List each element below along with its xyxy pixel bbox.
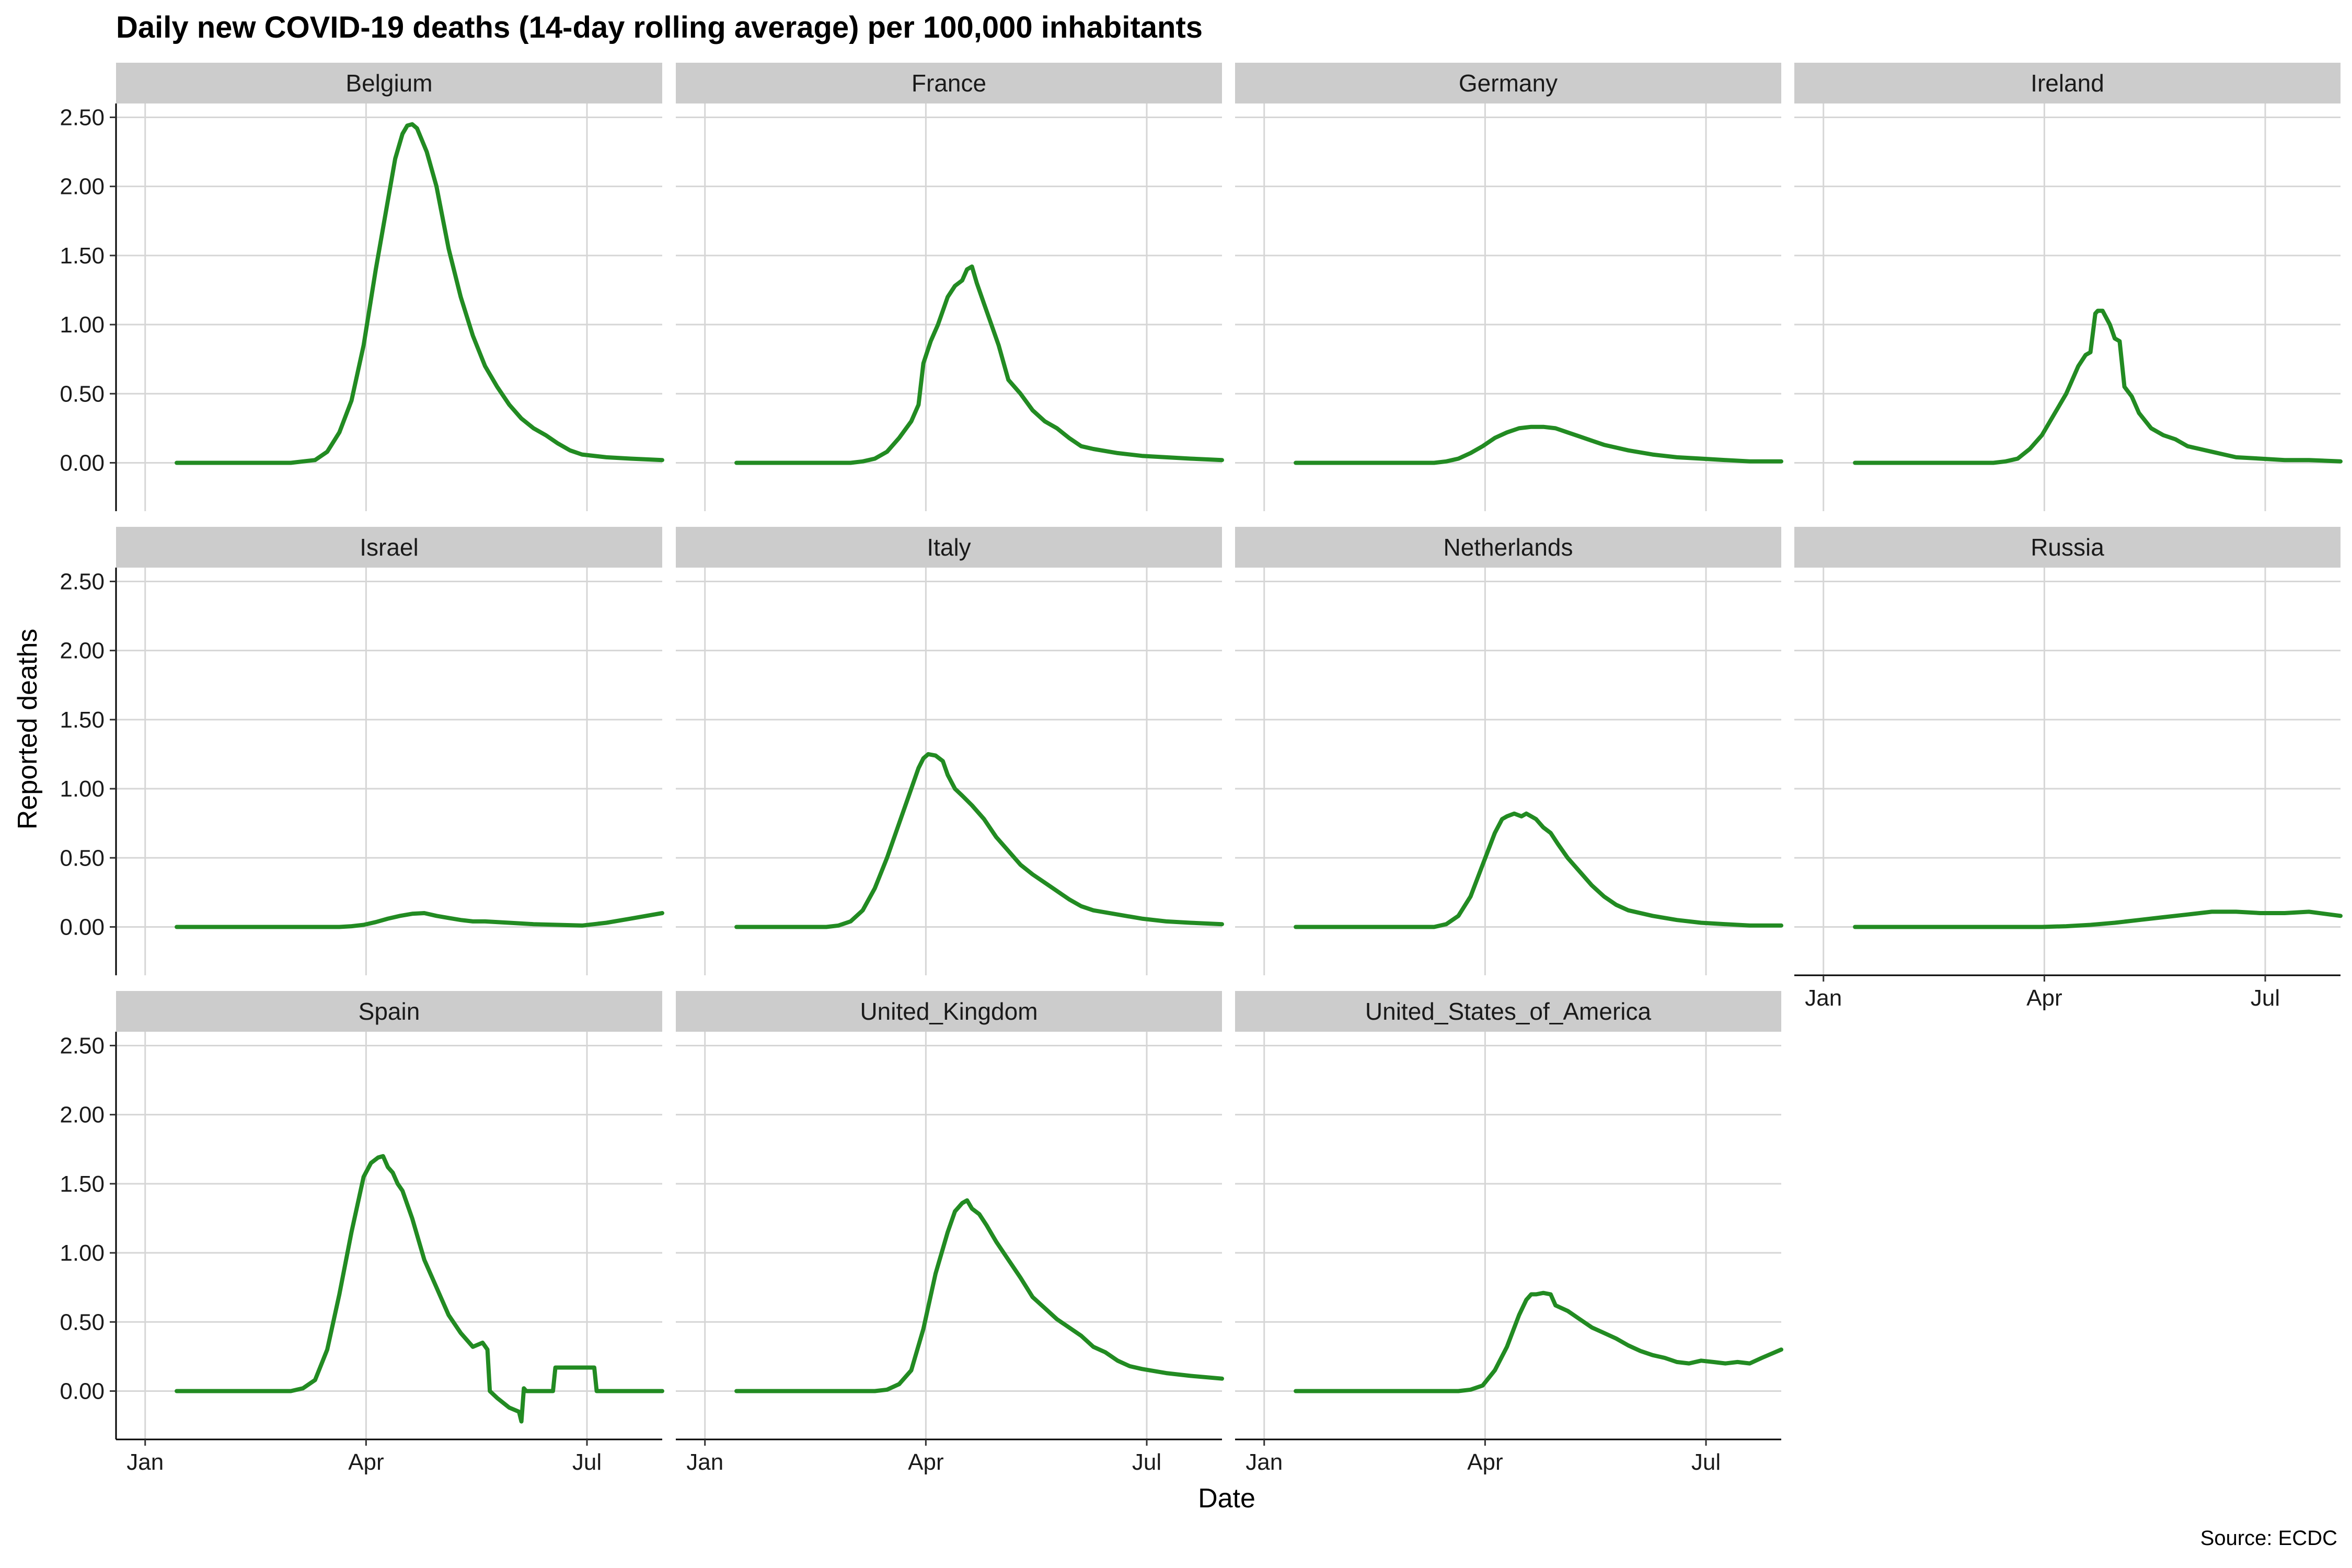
- facet-label: Germany: [1459, 70, 1558, 97]
- x-tick-label: Jan: [126, 1449, 164, 1475]
- y-tick-label: 0.00: [60, 450, 105, 476]
- facet-strip: [1235, 63, 1781, 103]
- facet-strip: [676, 63, 1222, 103]
- y-tick-label: 2.00: [60, 638, 105, 664]
- series-line-israel: [175, 911, 664, 929]
- x-tick-label: Apr: [1467, 1449, 1503, 1475]
- facet-panel-belgium: Belgium 0.00 0.50 1.00 1.50 2.00 2.50: [60, 63, 664, 511]
- x-tick-label: Apr: [348, 1449, 384, 1475]
- facet-strip: [1794, 63, 2341, 103]
- x-tick-label: Jan: [1805, 985, 1842, 1011]
- chart-title: Daily new COVID-19 deaths (14-day rollin…: [116, 10, 1203, 44]
- series-line-netherlands: [1294, 811, 1783, 929]
- y-tick-label: 1.00: [60, 312, 105, 338]
- facet-panel-ireland: Ireland: [1794, 63, 2343, 511]
- facet-strip: [1235, 527, 1781, 568]
- y-tick-label: 0.00: [60, 914, 105, 940]
- panels-layer: Belgium 0.00 0.50 1.00 1.50 2.00 2.50 France Ger…: [60, 63, 2343, 1475]
- y-tick-label: 2.50: [60, 105, 105, 130]
- y-tick-label: 2.50: [60, 1033, 105, 1058]
- y-tick-label: 0.50: [60, 381, 105, 407]
- series-line-italy: [734, 752, 1224, 929]
- y-tick-label: 1.50: [60, 707, 105, 733]
- facet-panel-israel: Israel 0.00 0.50 1.00 1.50 2.00 2.50: [60, 527, 664, 975]
- facet-panel-spain: Spain 0.00 0.50 1.00 1.50 2.00 2.50 Jan Apr Jul: [60, 991, 664, 1475]
- series-line-france: [734, 264, 1224, 465]
- x-tick-label: Jul: [1132, 1449, 1161, 1475]
- x-axis-title: Date: [1198, 1483, 1255, 1514]
- series-line-spain: [175, 1154, 664, 1424]
- y-tick-label: 2.00: [60, 1102, 105, 1128]
- x-tick-label: Apr: [908, 1449, 943, 1475]
- facet-label: United_Kingdom: [860, 998, 1037, 1025]
- y-tick-label: 2.00: [60, 174, 105, 200]
- facet-strip: [116, 991, 662, 1032]
- x-tick-label: Jan: [686, 1449, 723, 1475]
- series-line-ireland: [1853, 308, 2343, 465]
- facet-panel-united_kingdom: United_Kingdom Jan Apr Jul: [676, 991, 1224, 1475]
- facet-label: Netherlands: [1443, 534, 1573, 561]
- facet-label: Belgium: [345, 70, 432, 97]
- facet-label: France: [912, 70, 986, 97]
- facet-panel-netherlands: Netherlands: [1235, 527, 1783, 975]
- facet-label: Italy: [927, 534, 971, 561]
- series-line-germany: [1294, 424, 1783, 465]
- x-tick-label: Jan: [1246, 1449, 1283, 1475]
- source-caption: Source: ECDC: [2200, 1527, 2337, 1550]
- facet-strip: [676, 991, 1222, 1032]
- facet-panel-russia: Russia Jan Apr Jul: [1794, 527, 2343, 1011]
- facet-label: Ireland: [2031, 70, 2104, 97]
- series-line-united_states_of_america: [1294, 1290, 1783, 1393]
- facet-strip: [1794, 527, 2341, 568]
- facet-panel-france: France: [676, 63, 1224, 511]
- facet-label: United_States_of_America: [1365, 998, 1652, 1025]
- y-axis-title: Reported deaths: [13, 629, 43, 830]
- x-tick-label: Jul: [2251, 985, 2280, 1011]
- y-tick-label: 0.50: [60, 1309, 105, 1335]
- facet-strip: [116, 527, 662, 568]
- y-tick-label: 0.00: [60, 1378, 105, 1404]
- x-tick-label: Apr: [2026, 985, 2062, 1011]
- facet-strip: [1235, 991, 1781, 1032]
- facet-strip: [676, 527, 1222, 568]
- y-tick-label: 2.50: [60, 569, 105, 594]
- series-line-belgium: [175, 122, 664, 465]
- y-tick-label: 0.50: [60, 845, 105, 871]
- y-tick-label: 1.50: [60, 243, 105, 269]
- y-tick-label: 1.50: [60, 1171, 105, 1197]
- facet-strip: [116, 63, 662, 103]
- facet-label: Israel: [360, 534, 418, 561]
- x-tick-label: Jul: [572, 1449, 602, 1475]
- x-tick-label: Jul: [1691, 1449, 1721, 1475]
- facet-label: Spain: [359, 998, 420, 1025]
- series-line-russia: [1853, 909, 2343, 929]
- y-tick-label: 1.00: [60, 1240, 105, 1266]
- facet-panel-italy: Italy: [676, 527, 1224, 975]
- facet-label: Russia: [2031, 534, 2104, 561]
- series-line-united_kingdom: [734, 1198, 1224, 1393]
- facet-panel-germany: Germany: [1235, 63, 1783, 511]
- facet-panel-united_states_of_america: United_States_of_America Jan Apr Jul: [1235, 991, 1783, 1475]
- y-tick-label: 1.00: [60, 776, 105, 802]
